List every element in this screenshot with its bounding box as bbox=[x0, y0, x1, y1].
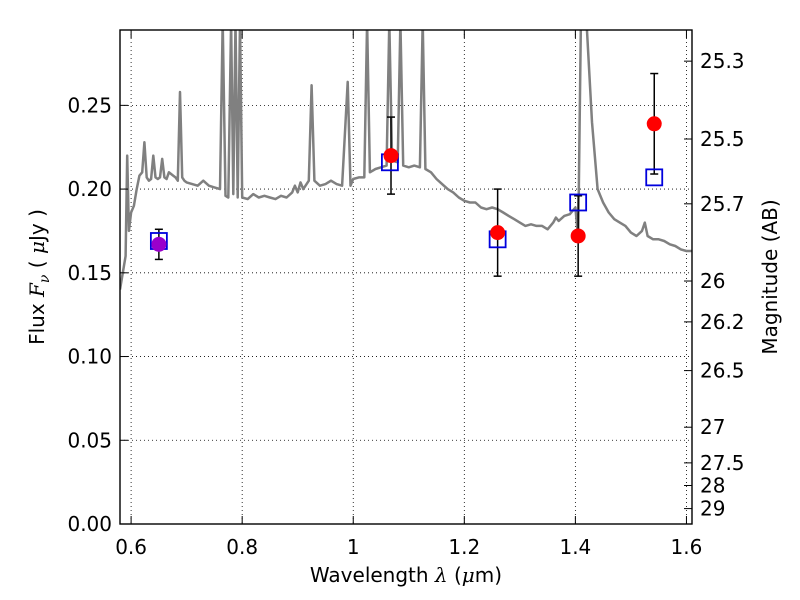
x-tick-label: 1.6 bbox=[671, 535, 703, 559]
y2-tick-label: 27 bbox=[700, 415, 725, 439]
y2-tick-label: 27.5 bbox=[700, 451, 745, 475]
x-tick-label: 1 bbox=[347, 535, 360, 559]
y-tick-label: 0.10 bbox=[67, 345, 112, 369]
y-tick-label: 0.00 bbox=[67, 512, 112, 536]
observed-flux-point bbox=[646, 116, 662, 132]
y2-tick-label: 25.7 bbox=[700, 192, 745, 216]
observed-flux-point bbox=[490, 225, 506, 241]
y2-tick-label: 28 bbox=[700, 473, 725, 497]
observed-flux-point bbox=[383, 148, 399, 164]
plot-area bbox=[120, 30, 692, 290]
observed-flux-point bbox=[151, 236, 167, 252]
y-tick-label: 0.25 bbox=[67, 93, 112, 117]
observed-flux-point bbox=[570, 228, 586, 244]
y-axis-label: Flux Fν ( μJy ) bbox=[25, 209, 53, 345]
y-tick-label: 0.05 bbox=[67, 428, 112, 452]
model-photometry-square bbox=[569, 193, 588, 212]
y2-axis-label: Magnitude (AB) bbox=[758, 199, 782, 354]
y2-tick-label: 26.5 bbox=[700, 359, 745, 383]
model-photometry-square bbox=[645, 168, 664, 187]
x-tick-label: 0.6 bbox=[115, 535, 147, 559]
x-tick-label: 0.8 bbox=[226, 535, 258, 559]
plot-frame bbox=[119, 29, 693, 525]
y-tick-label: 0.20 bbox=[67, 177, 112, 201]
y2-tick-label: 25.5 bbox=[700, 127, 745, 151]
model-spectrum-line bbox=[120, 30, 692, 290]
y2-tick-label: 26 bbox=[700, 269, 725, 293]
grid-lines bbox=[120, 30, 692, 524]
x-tick-label: 1.4 bbox=[559, 535, 591, 559]
x-axis-label: Wavelength λ (μm) bbox=[310, 563, 502, 587]
axis-ticks: 0.6 0.8 1 1.2 1.4 1.6 0.00 0.05 0.10 0.15 0.20 0.25… bbox=[67, 30, 745, 559]
y2-tick-label: 29 bbox=[700, 497, 725, 521]
y2-tick-label: 25.3 bbox=[700, 49, 745, 73]
y2-tick-label: 26.2 bbox=[700, 310, 745, 334]
x-tick-label: 1.2 bbox=[448, 535, 480, 559]
y-tick-label: 0.15 bbox=[67, 261, 112, 285]
